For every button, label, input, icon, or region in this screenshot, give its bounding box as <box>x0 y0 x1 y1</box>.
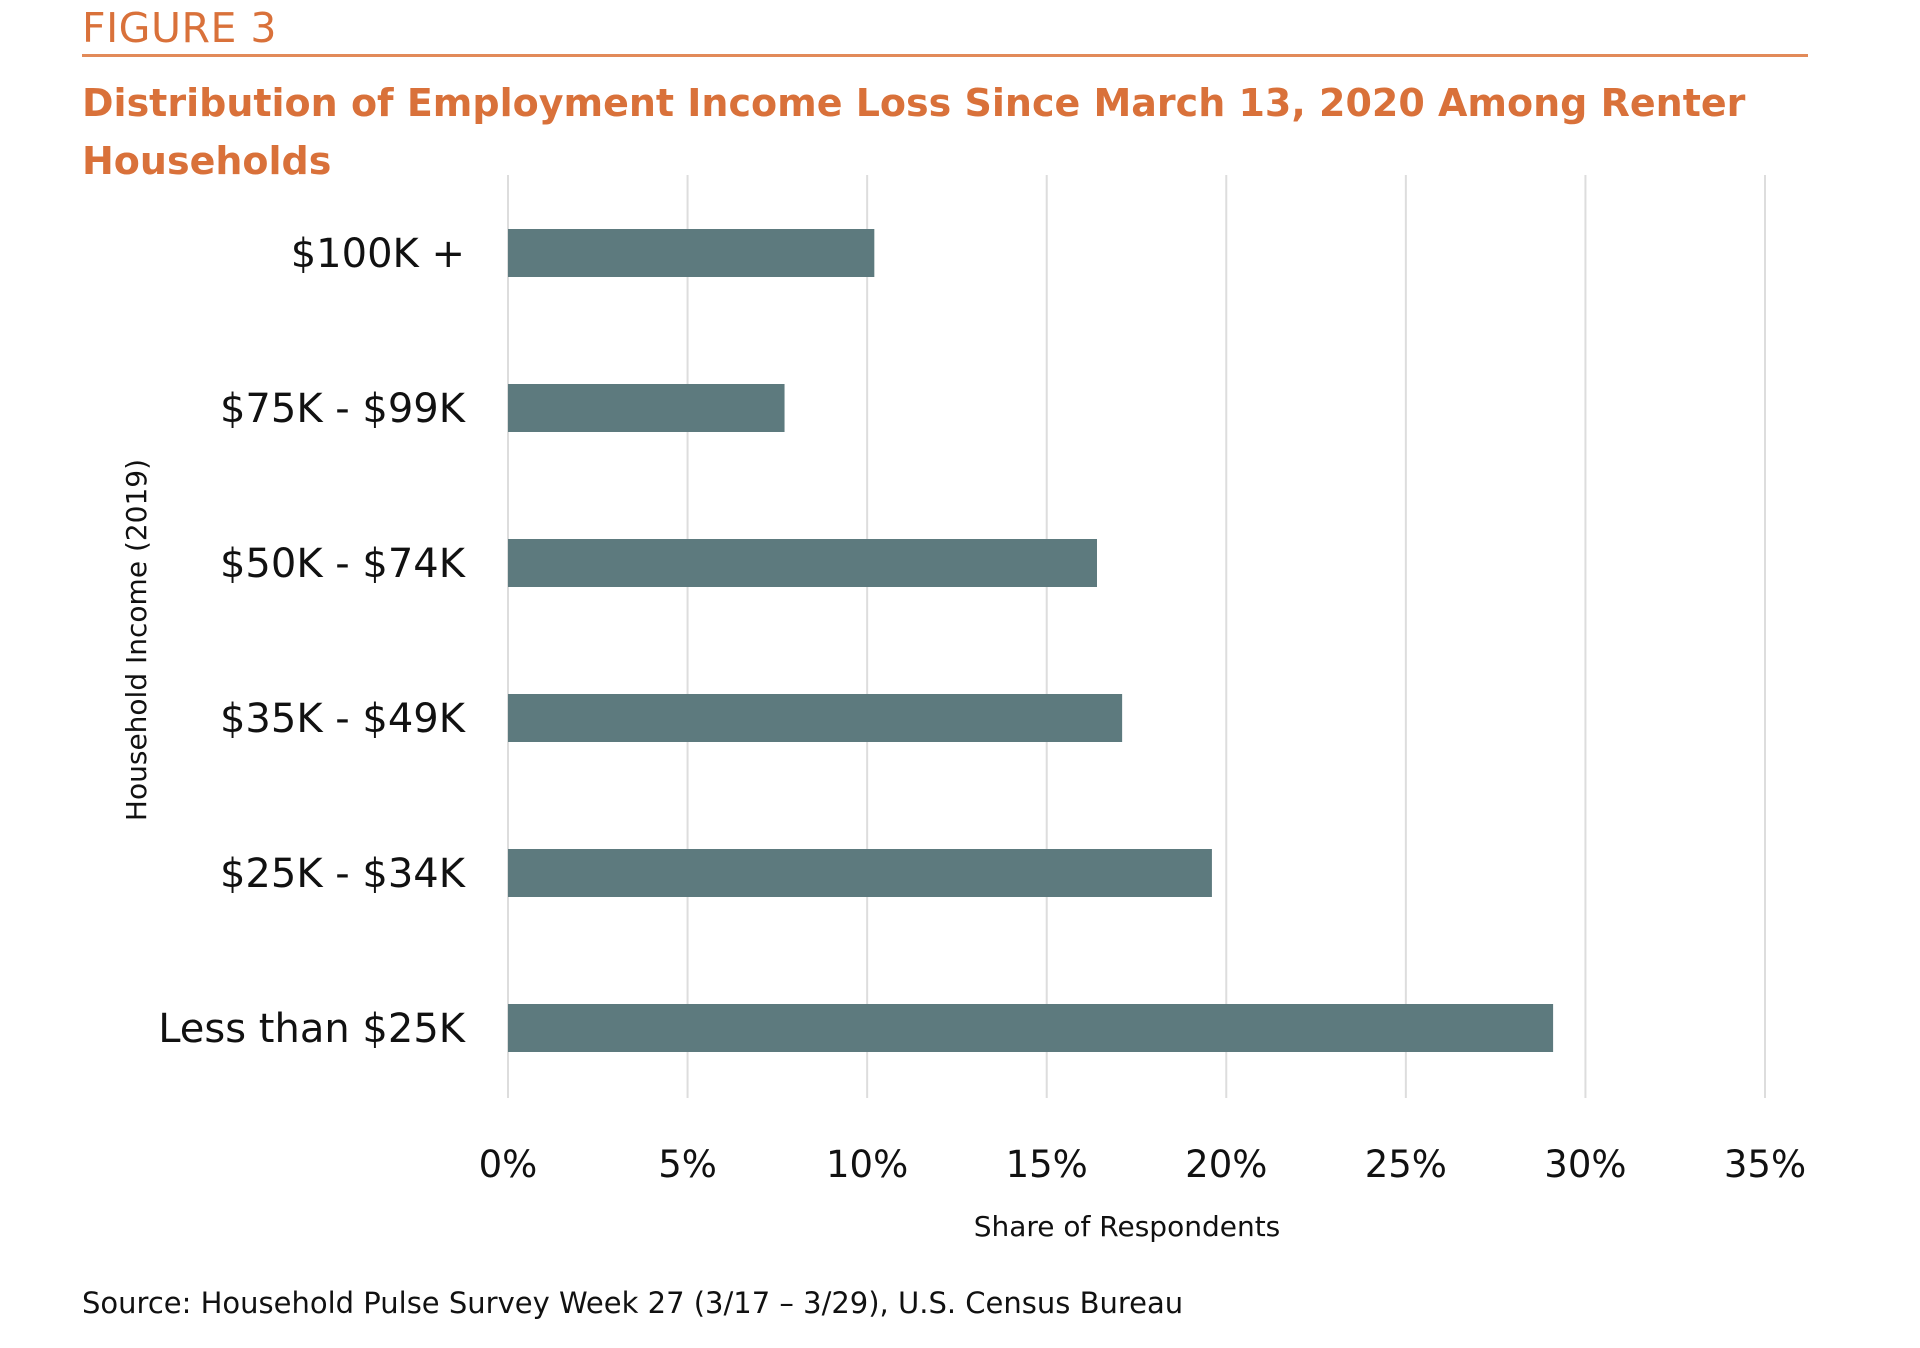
x-axis-title: Share of Respondents <box>974 1210 1281 1243</box>
x-tick-label: 30% <box>1544 1143 1626 1186</box>
x-tick-labels: 0% 5% 10% 15% 20% 25% 30% 35% <box>479 1143 1806 1186</box>
gridlines <box>507 175 1766 1098</box>
category-label: Less than $25K <box>158 1006 467 1052</box>
category-label: $100K + <box>291 231 465 277</box>
bar <box>508 694 1123 742</box>
x-tick-label: 10% <box>826 1143 908 1186</box>
x-tick-label: 5% <box>658 1143 717 1186</box>
x-tick-label: 15% <box>1006 1143 1088 1186</box>
bar <box>508 1004 1554 1052</box>
bar <box>508 539 1097 587</box>
y-axis-title: Household Income (2019) <box>120 459 153 821</box>
bar <box>508 229 875 277</box>
source-note: Source: Household Pulse Survey Week 27 (… <box>82 1286 1184 1320</box>
bars <box>508 229 1554 1052</box>
category-label: $50K - $74K <box>220 541 467 587</box>
x-tick-label: 35% <box>1724 1143 1806 1186</box>
bar <box>508 849 1212 897</box>
category-label: $35K - $49K <box>220 696 467 742</box>
category-labels: $100K + $75K - $99K $50K - $74K $35K - $49K… <box>158 231 467 1052</box>
chart-title: Distribution of Employment Income Loss S… <box>82 81 1746 183</box>
category-label: $75K - $99K <box>220 386 467 432</box>
category-label: $25K - $34K <box>220 851 467 897</box>
x-tick-label: 20% <box>1185 1143 1267 1186</box>
x-tick-label: 0% <box>479 1143 538 1186</box>
title-divider <box>82 54 1808 57</box>
figure-label: FIGURE 3 <box>82 4 277 52</box>
bar <box>508 384 785 432</box>
x-tick-label: 25% <box>1365 1143 1447 1186</box>
